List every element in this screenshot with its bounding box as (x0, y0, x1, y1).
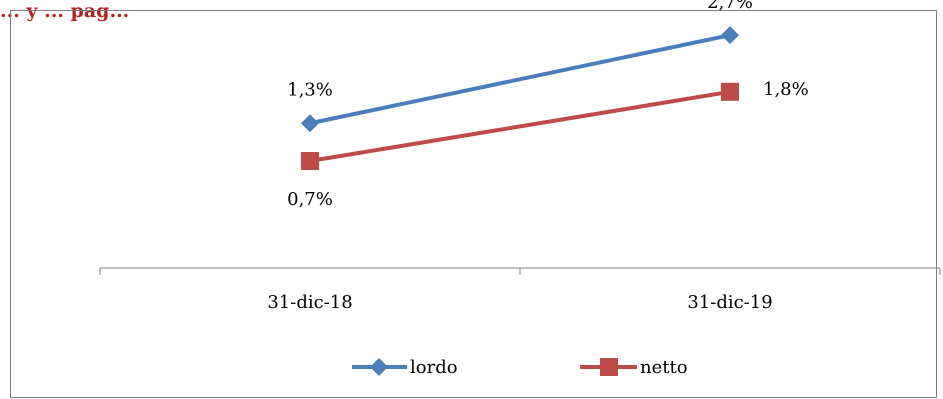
chart-frame (10, 10, 937, 398)
data-label: 2,7% (707, 0, 753, 13)
legend-label-netto: netto (640, 357, 688, 378)
x-tick-label: 31-dic-19 (687, 292, 772, 313)
x-tick-label: 31-dic-18 (267, 292, 352, 313)
data-point-netto (301, 152, 319, 171)
series-line-netto (309, 89, 731, 163)
data-point-lordo (301, 114, 319, 133)
data-point-netto (721, 82, 739, 101)
data-point-lordo (721, 26, 739, 45)
legend: lordo netto (352, 357, 688, 378)
legend-label-lordo: lordo (410, 357, 458, 378)
legend-marker-lordo (370, 358, 388, 376)
data-label: 1,3% (287, 79, 333, 100)
series-line-lordo (309, 33, 731, 126)
data-label: 1,8% (763, 79, 809, 100)
legend-marker-netto (600, 358, 618, 376)
data-label: 0,7% (287, 189, 333, 210)
